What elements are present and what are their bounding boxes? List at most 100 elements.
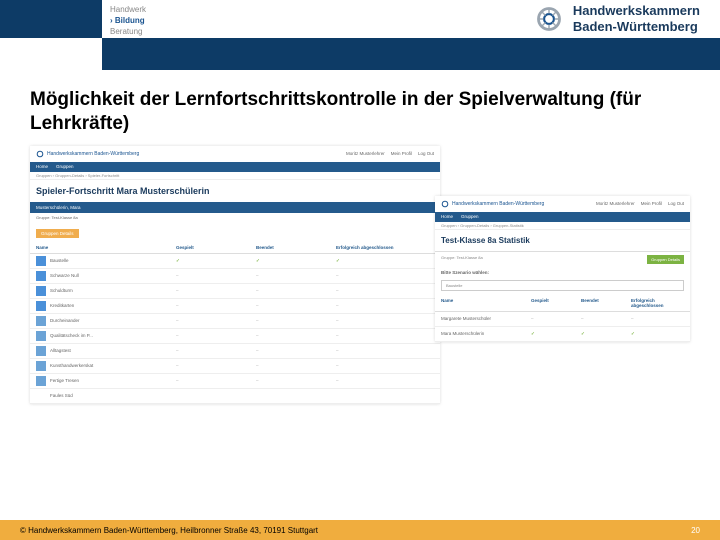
row-erfolgreich: ✓: [631, 331, 681, 337]
row-gespielt: –: [176, 288, 256, 293]
col-erfolgreich: Erfolgreich abgeschlossen: [631, 298, 681, 308]
table-row: Qualitätscheck im P...–––: [30, 329, 440, 344]
row-beendet: ✓: [256, 258, 336, 264]
row-beendet: –: [256, 333, 336, 338]
col-beendet: Beendet: [256, 245, 336, 250]
slide-title: Möglichkeit der Lernfortschrittskontroll…: [0, 70, 720, 146]
nav-item-active: › Bildung: [110, 15, 182, 26]
col-gespielt: Gespielt: [531, 298, 581, 308]
row-gespielt: –: [531, 316, 581, 321]
col-beendet: Beendet: [581, 298, 631, 308]
wheel-logo-icon: [535, 5, 563, 33]
scenario-icon: [36, 331, 46, 341]
row-erfolgreich: –: [336, 333, 416, 338]
nav-item: Handwerk: [110, 4, 182, 15]
table-header: Name Gespielt Beendet Erfolgreich abgesc…: [435, 295, 690, 312]
col-gespielt: Gespielt: [176, 245, 256, 250]
row-name: Faules Süd: [50, 393, 176, 398]
row-gespielt: –: [176, 378, 256, 383]
slide-footer: © Handwerkskammern Baden-Württemberg, He…: [0, 520, 720, 540]
table-row: Faules Süd: [30, 389, 440, 404]
app-header: Handwerkskammern Baden-Württemberg Morit…: [30, 146, 440, 162]
scenario-icon: [36, 256, 46, 266]
col-name: Name: [36, 245, 176, 250]
nav-gruppen[interactable]: Gruppen: [461, 214, 479, 219]
org-name: Handwerkskammern Baden-Württemberg: [573, 3, 700, 34]
scenario-icon: [36, 301, 46, 311]
table-header: Name Gespielt Beendet Erfolgreich abgesc…: [30, 242, 440, 254]
table-row: Kreditkarten–––: [30, 299, 440, 314]
page-title: Test-Klasse 8a Statistik: [435, 230, 690, 251]
row-beendet: ✓: [581, 331, 631, 337]
app-header: Handwerkskammern Baden-Württemberg Morit…: [435, 196, 690, 212]
scenario-icon: [36, 376, 46, 386]
wheel-logo-icon: [36, 150, 44, 158]
profile-link[interactable]: Mein Profil: [391, 151, 412, 156]
scenario-icon: [36, 286, 46, 296]
col-name: Name: [441, 298, 531, 308]
row-beendet: –: [256, 303, 336, 308]
table-row: Margarete Musterschüler–––: [435, 312, 690, 327]
scenario-icon: [36, 361, 46, 371]
row-name: Fertige Tresen: [50, 378, 176, 383]
scenario-icon: [36, 346, 46, 356]
row-name: Margarete Musterschüler: [441, 316, 531, 321]
row-erfolgreich: –: [336, 378, 416, 383]
table-row: Schwarze Null–––: [30, 269, 440, 284]
screenshot-player-progress: Handwerkskammern Baden-Württemberg Morit…: [30, 146, 440, 404]
copyright-text: © Handwerkskammern Baden-Württemberg, He…: [20, 526, 318, 535]
row-gespielt: –: [176, 363, 256, 368]
nav-home[interactable]: Home: [36, 164, 48, 169]
gruppen-details-button[interactable]: Gruppen Details: [36, 229, 79, 238]
row-beendet: –: [256, 288, 336, 293]
table-row: Schuldturm–––: [30, 284, 440, 299]
player-name-bar: Musterschülerin, Mara: [30, 202, 440, 213]
scenario-icon: [36, 271, 46, 281]
slide-header: Handwerk › Bildung Beratung Handwerkskam…: [0, 0, 720, 38]
logout-link[interactable]: Log Out: [668, 201, 684, 206]
table-row: Baustelle✓✓✓: [30, 254, 440, 269]
table-row: Durcheinander–––: [30, 314, 440, 329]
gruppen-details-button[interactable]: Gruppen Details: [647, 255, 684, 264]
nav-home[interactable]: Home: [441, 214, 453, 219]
wheel-logo-icon: [441, 200, 449, 208]
screenshots-area: Handwerkskammern Baden-Württemberg Morit…: [0, 146, 720, 506]
app-org-label: Handwerkskammern Baden-Württemberg: [452, 201, 544, 207]
breadcrumb: Gruppen › Gruppen-Details › Gruppen-Stat…: [435, 222, 690, 230]
nav-gruppen[interactable]: Gruppen: [56, 164, 74, 169]
row-erfolgreich: –: [631, 316, 681, 321]
row-erfolgreich: –: [336, 363, 416, 368]
row-gespielt: –: [176, 303, 256, 308]
row-beendet: –: [256, 363, 336, 368]
row-name: Kreditkarten: [50, 303, 176, 308]
row-name: Schwarze Null: [50, 273, 176, 278]
table-row: Fertige Tresen–––: [30, 374, 440, 389]
row-gespielt: ✓: [531, 331, 581, 337]
page-title: Spieler-Fortschritt Mara Musterschülerin: [30, 180, 440, 202]
row-erfolgreich: ✓: [336, 258, 416, 264]
row-gespielt: –: [176, 348, 256, 353]
header-nav-text: Handwerk › Bildung Beratung: [102, 0, 182, 38]
logout-link[interactable]: Log Out: [418, 151, 434, 156]
table-row: Kunsthandwerkerskat–––: [30, 359, 440, 374]
scenario-icon: [36, 316, 46, 326]
app-nav: Home Gruppen: [435, 212, 690, 222]
col-erfolgreich: Erfolgreich abgeschlossen: [336, 245, 416, 250]
row-name: Qualitätscheck im P...: [50, 333, 176, 338]
row-name: Durcheinander: [50, 318, 176, 323]
row-erfolgreich: –: [336, 288, 416, 293]
row-gespielt: –: [176, 273, 256, 278]
row-beendet: –: [581, 316, 631, 321]
app-org-label: Handwerkskammern Baden-Württemberg: [47, 151, 139, 157]
row-erfolgreich: –: [336, 318, 416, 323]
row-beendet: –: [256, 378, 336, 383]
row-beendet: –: [256, 318, 336, 323]
row-erfolgreich: –: [336, 273, 416, 278]
row-name: Baustelle: [50, 258, 176, 263]
row-name: Alltagstest: [50, 348, 176, 353]
header-blue-block: [0, 0, 102, 38]
user-label: Moritz Musterlehrer: [596, 201, 635, 206]
szenario-select[interactable]: Baustelle: [441, 280, 684, 291]
profile-link[interactable]: Mein Profil: [641, 201, 662, 206]
row-name: Kunsthandwerkerskat: [50, 363, 176, 368]
